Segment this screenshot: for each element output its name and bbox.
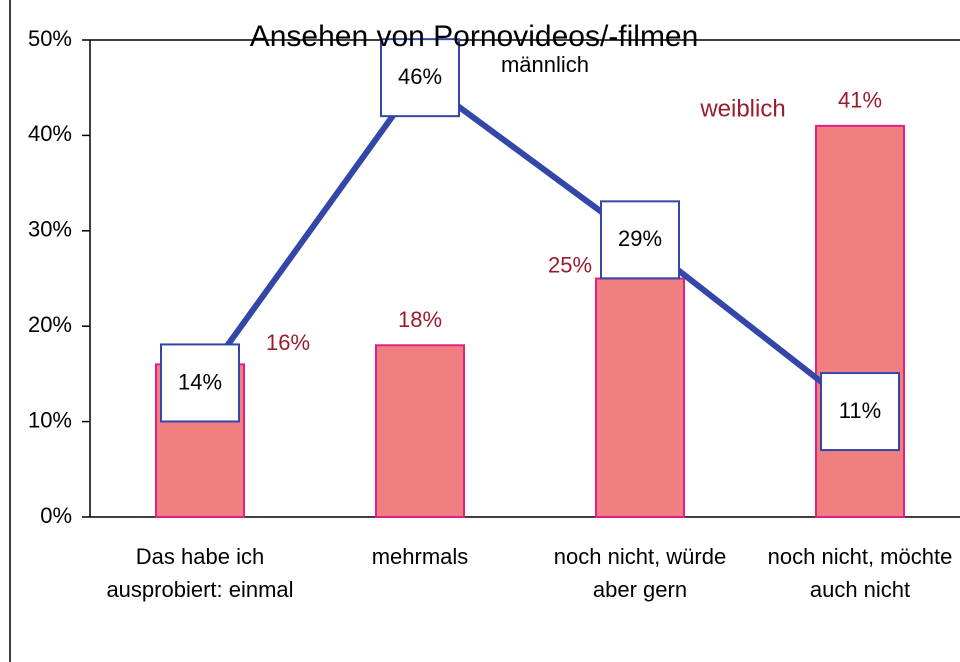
line-label: 46% xyxy=(398,64,442,89)
line-label: 11% xyxy=(839,398,881,423)
x-tick-label: Das habe ich ausprobiert: einmal xyxy=(106,544,294,602)
line-label: 29% xyxy=(618,226,662,251)
series-label: männlich xyxy=(501,52,589,77)
line-label-box xyxy=(160,343,240,423)
bar xyxy=(375,344,465,518)
line xyxy=(197,75,862,415)
x-tick-label: noch nicht, würde aber gern xyxy=(553,544,727,602)
line-label: 14% xyxy=(178,369,222,394)
line-label-box xyxy=(600,200,680,280)
y-tick-label: 20% xyxy=(28,312,72,337)
frame xyxy=(9,0,11,662)
line-label-box xyxy=(820,372,900,452)
chart-title: Ansehen von Pornovideos/-filmen xyxy=(250,20,699,53)
bar xyxy=(815,124,905,519)
y-tick-label: 10% xyxy=(28,407,72,432)
bar xyxy=(595,277,685,518)
y-tick-label: 40% xyxy=(28,121,72,146)
bar-label: 41% xyxy=(838,88,882,113)
y-tick-label: 50% xyxy=(28,26,72,51)
bar-label: 25% xyxy=(548,252,592,277)
bar-label: 16% xyxy=(266,330,310,355)
y-tick-label: 30% xyxy=(28,217,72,242)
x-tick-label: noch nicht, möchte auch nicht xyxy=(767,544,953,602)
series-label: weiblich xyxy=(699,95,785,122)
y-tick-label: 0% xyxy=(40,503,72,528)
x-tick-label: mehrmals xyxy=(371,544,469,569)
bar-label: 18% xyxy=(398,307,442,332)
line-label-box xyxy=(380,38,460,118)
